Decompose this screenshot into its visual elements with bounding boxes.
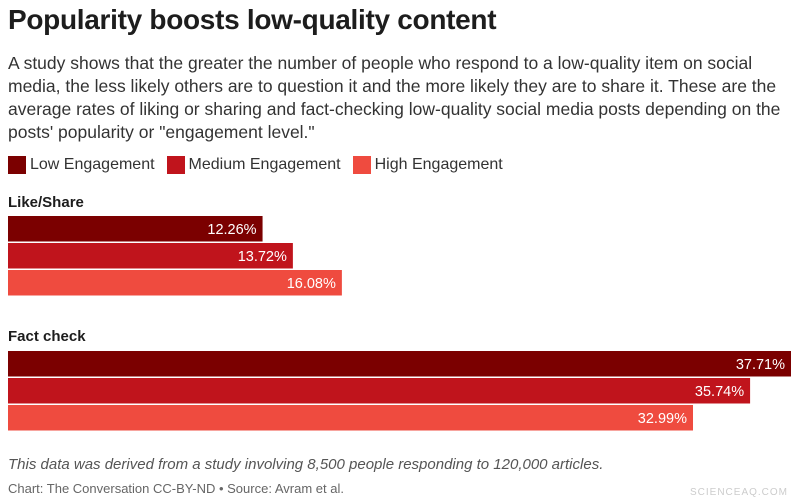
legend-item-high: High Engagement xyxy=(352,156,503,174)
group-label-like-share: Like/Share xyxy=(8,194,84,211)
bar-label-fact-check-low: 37.71% xyxy=(736,357,785,373)
chart-title: Popularity boosts low-quality content xyxy=(8,4,497,35)
legend-item-low: Low Engagement xyxy=(8,156,155,174)
bar-like-share-low xyxy=(8,216,263,242)
watermark: SCIENCEAQ.COM xyxy=(689,487,788,498)
bar-chart: Like/Share 12.26% 13.72%16.08% Fact check 37… xyxy=(8,194,791,431)
legend-label-low: Low Engagement xyxy=(30,156,155,173)
bar-fact-check-low xyxy=(8,351,791,377)
bar-fact-check-high xyxy=(8,405,693,431)
legend: Low Engagement Medium Engagement High En… xyxy=(8,156,515,174)
legend-label-high: High Engagement xyxy=(374,156,503,173)
legend-swatch-low xyxy=(8,156,26,174)
bar-label-like-share-high: 16.08% xyxy=(287,276,336,292)
legend-swatch-high xyxy=(352,156,371,174)
group-label-fact-check: Fact check xyxy=(8,328,86,345)
bar-label-fact-check-high: 32.99% xyxy=(638,411,687,427)
legend-label-medium: Medium Engagement xyxy=(188,156,341,173)
bar-label-like-share-medium: 13.72% xyxy=(238,249,287,265)
legend-swatch-medium xyxy=(166,156,185,174)
bar-label-fact-check-medium: 35.74% xyxy=(695,384,744,400)
chart-subtitle: A study shows that the greater the numbe… xyxy=(8,53,781,142)
bar-like-share-high xyxy=(8,270,342,296)
legend-item-medium: Medium Engagement xyxy=(166,156,341,174)
bar-fact-check-medium xyxy=(8,378,751,404)
bar-label-like-share-low: 12.26% xyxy=(207,222,256,238)
bar-like-share-medium xyxy=(8,243,293,269)
data-note: This data was derived from a study invol… xyxy=(8,456,604,473)
source-credit: Chart: The Conversation CC-BY-ND • Sourc… xyxy=(8,481,344,496)
